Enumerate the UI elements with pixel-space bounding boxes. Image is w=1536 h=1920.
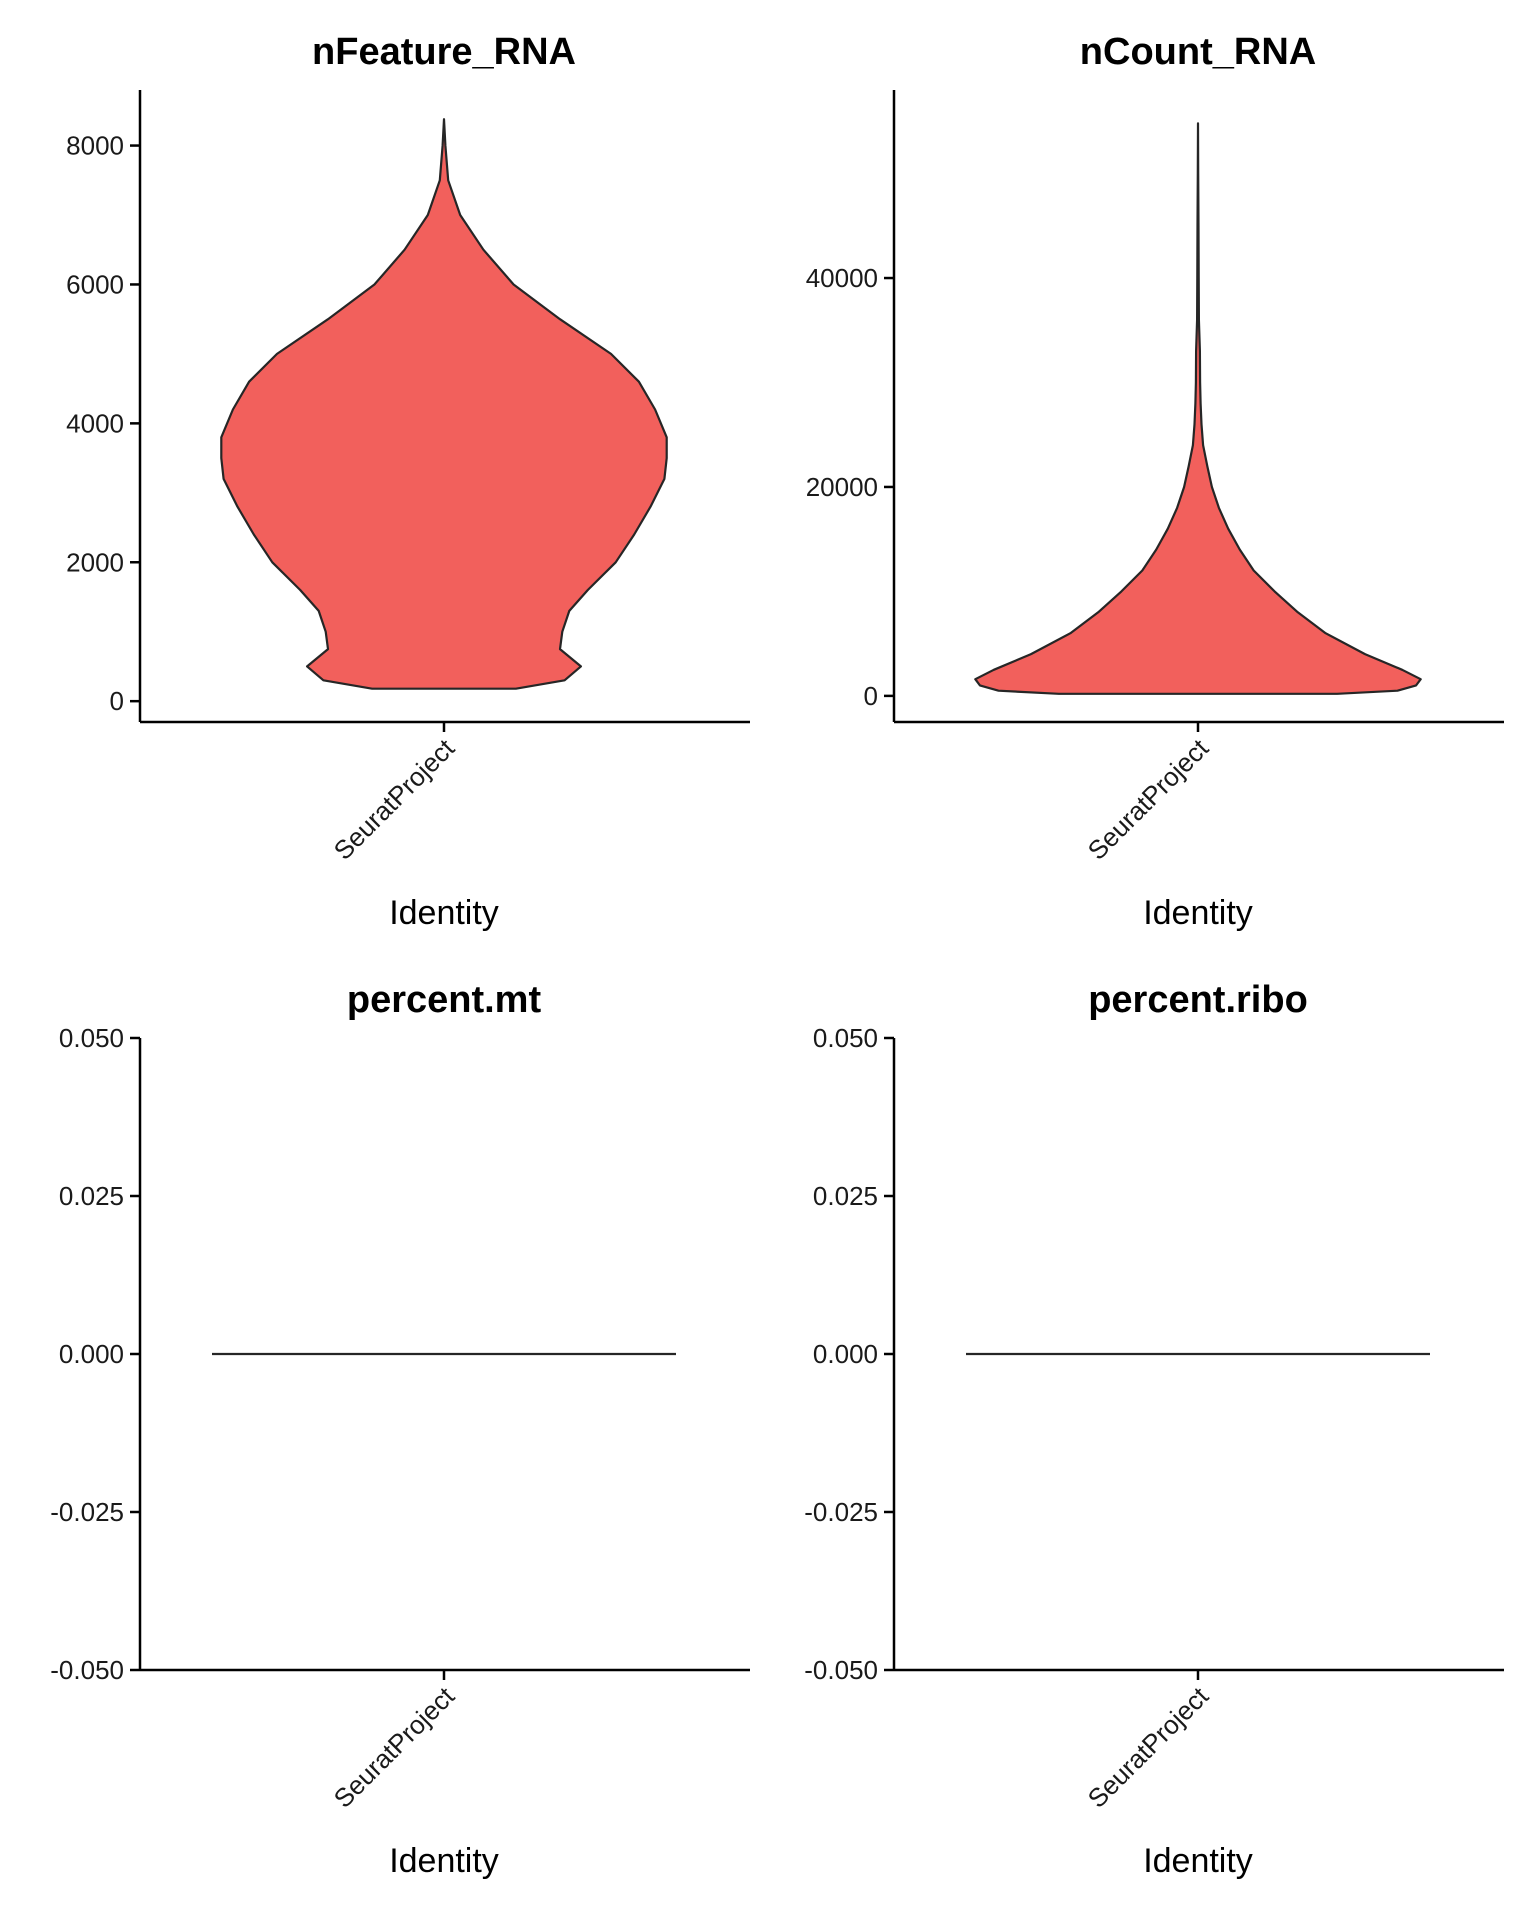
y-axis-ticks: 0 20000 40000: [806, 263, 894, 711]
y-tick-label: 0: [864, 681, 878, 711]
y-tick-label: -0.050: [804, 1655, 878, 1685]
x-axis-title: Identity: [1143, 1842, 1253, 1880]
panel-percent-ribo: percent.ribo -0.050 -0.025 0.000 0.025 0.050…: [804, 979, 1504, 1880]
x-axis-title: Identity: [389, 894, 499, 932]
y-axis-ticks: -0.050 -0.025 0.000 0.025 0.050: [804, 1023, 894, 1685]
y-tick-label: -0.050: [50, 1655, 124, 1685]
y-tick-label: -0.025: [804, 1497, 878, 1527]
violin-seuratproject: [974, 122, 1422, 695]
x-tick-label: SeuratProject: [1082, 1680, 1215, 1813]
y-tick-label: 6000: [66, 269, 124, 299]
y-tick-label: 0: [110, 686, 124, 716]
y-axis-ticks: -0.050 -0.025 0.000 0.025 0.050: [50, 1023, 140, 1685]
panel-title: percent.mt: [347, 979, 542, 1021]
y-tick-label: 8000: [66, 131, 124, 161]
y-tick-label: 4000: [66, 408, 124, 438]
x-tick-label: SeuratProject: [328, 732, 461, 865]
y-axis-ticks: 0 2000 4000 6000 8000: [66, 131, 140, 716]
y-tick-label: 0.000: [59, 1339, 124, 1369]
x-axis-title: Identity: [1143, 894, 1253, 932]
y-tick-label: 0.050: [59, 1023, 124, 1053]
y-tick-label: 40000: [806, 263, 878, 293]
y-tick-label: 0.025: [59, 1181, 124, 1211]
y-tick-label: 20000: [806, 472, 878, 502]
y-tick-label: 0.025: [813, 1181, 878, 1211]
panel-percent-mt: percent.mt -0.050 -0.025 0.000 0.025 0.050 S…: [50, 979, 750, 1880]
panel-title: nCount_RNA: [1080, 31, 1316, 73]
x-axis-title: Identity: [389, 1842, 499, 1880]
panel-title: percent.ribo: [1088, 979, 1308, 1021]
panel-title: nFeature_RNA: [312, 31, 576, 73]
y-tick-label: -0.025: [50, 1497, 124, 1527]
x-tick-label: SeuratProject: [1082, 732, 1215, 865]
x-tick-label: SeuratProject: [328, 1680, 461, 1813]
y-tick-label: 0.050: [813, 1023, 878, 1053]
panel-nfeature-rna: nFeature_RNA 0 2000 4000 6000 8000 SeuratPro…: [66, 31, 750, 932]
y-tick-label: 2000: [66, 547, 124, 577]
y-tick-label: 0.000: [813, 1339, 878, 1369]
violin-seuratproject: [220, 118, 668, 690]
panel-ncount-rna: nCount_RNA 0 20000 40000 SeuratProject Ide…: [806, 31, 1504, 932]
